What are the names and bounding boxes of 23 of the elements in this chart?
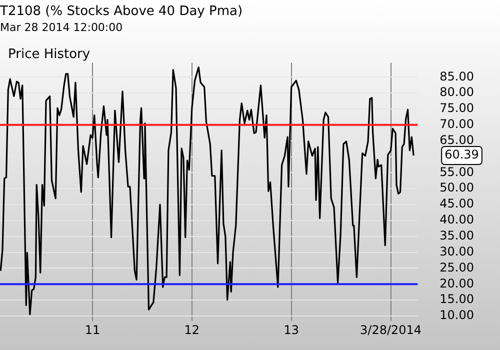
y-tick-label: 40.00 — [440, 212, 474, 227]
x-tick-label: 11 — [84, 323, 100, 338]
y-tick-label: 45.00 — [440, 196, 474, 211]
y-tick-label: 80.00 — [440, 85, 474, 100]
y-tick-label: 65.00 — [440, 132, 474, 147]
y-tick-label: 30.00 — [440, 244, 474, 258]
x-tick-label: 12 — [184, 323, 200, 338]
y-tick-label: 75.00 — [440, 101, 474, 116]
chart-title: T2108 (% Stocks Above 40 Day Pma) — [0, 4, 243, 20]
y-tick-label: 20.00 — [440, 276, 474, 290]
y-tick-label: 15.00 — [440, 292, 474, 306]
x-tick-label: 13 — [284, 323, 299, 338]
y-tick-label: 85.00 — [440, 69, 474, 84]
text: Price History — [8, 47, 90, 62]
y-tick-label: 50.00 — [440, 180, 474, 195]
chart-subtitle: Mar 28 2014 12:00:00 — [0, 21, 123, 34]
annotation: 60.39 — [444, 148, 479, 162]
y-tick-label: 10.00 — [440, 308, 474, 322]
x-tick-label: 3/28/2014 — [360, 323, 422, 338]
y-tick-label: 35.00 — [440, 228, 474, 243]
y-tick-label: 70.00 — [440, 117, 474, 132]
y-tick-label: 55.00 — [440, 164, 474, 179]
y-tick-label: 25.00 — [440, 260, 474, 274]
